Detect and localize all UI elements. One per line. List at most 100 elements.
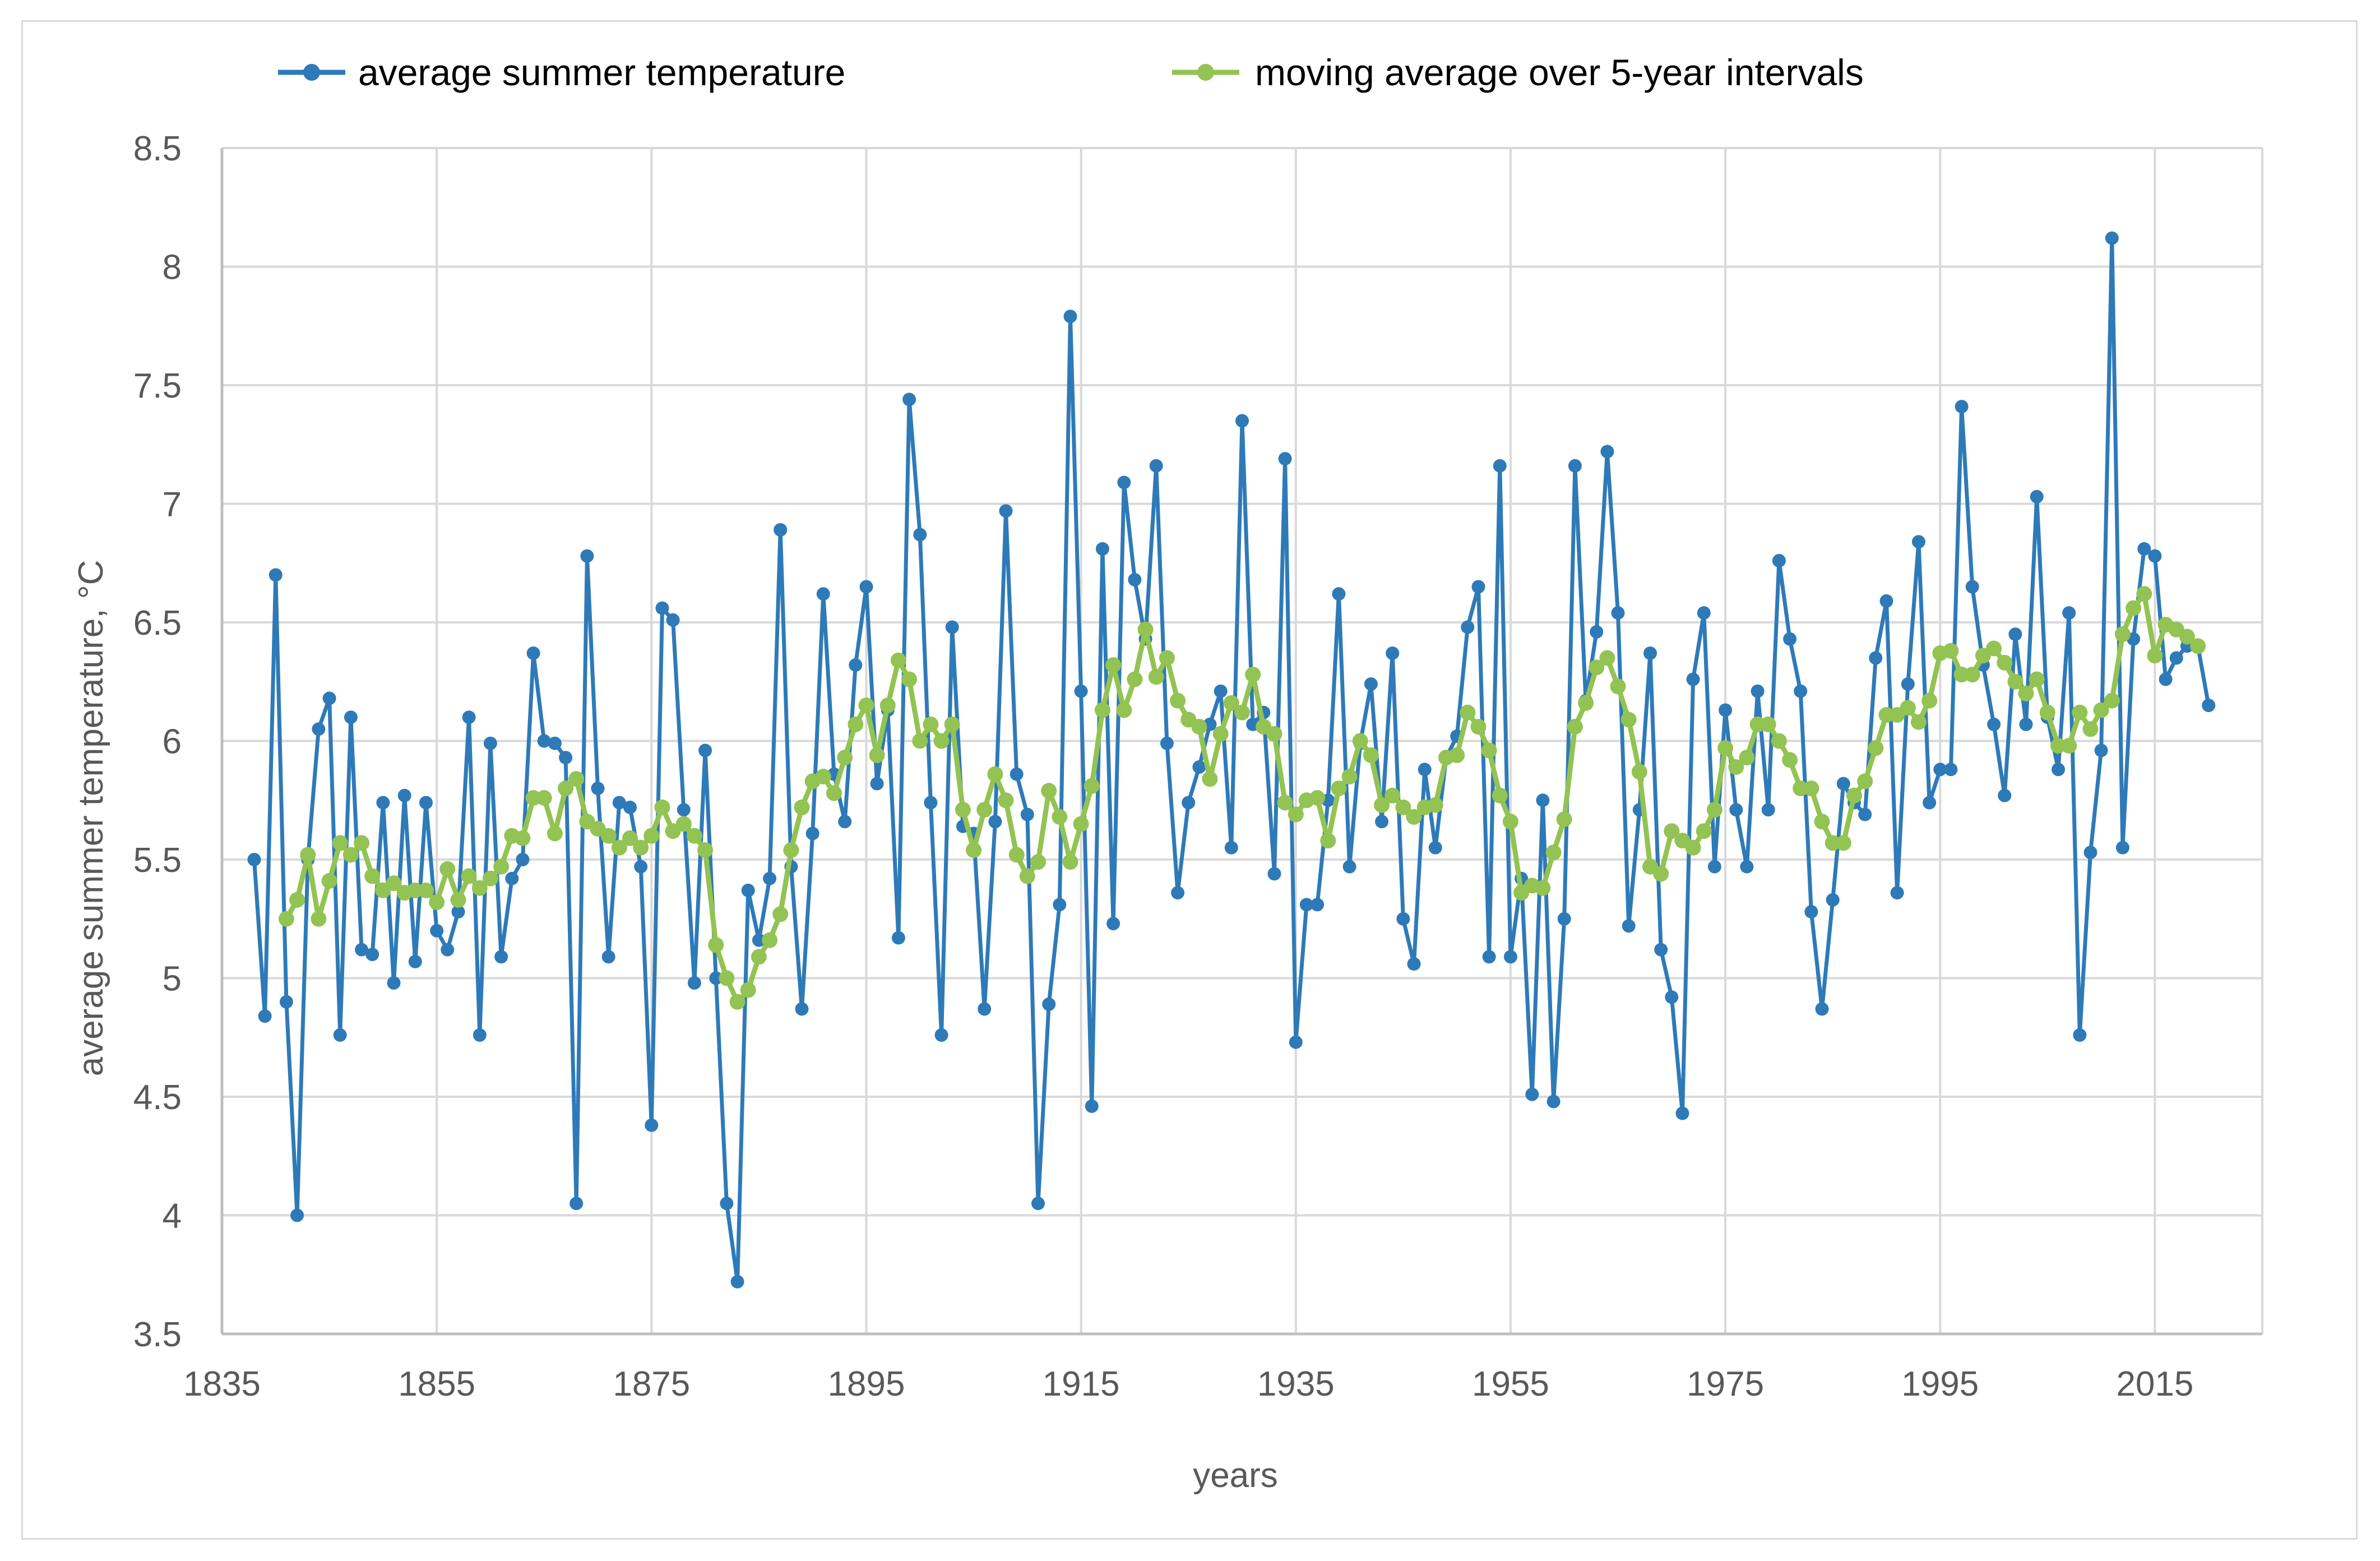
moving-average-data-point xyxy=(1986,640,2002,657)
moving-average-data-point xyxy=(2072,704,2088,721)
temperature-data-point xyxy=(1826,893,1840,907)
moving-average-data-point xyxy=(633,839,649,856)
temperature-data-point xyxy=(2202,699,2216,712)
temperature-data-point xyxy=(1074,684,1088,698)
x-tick-label: 1915 xyxy=(1043,1365,1120,1403)
temperature-data-point xyxy=(1987,717,2001,731)
moving-average-data-point xyxy=(1567,719,1583,735)
x-tick-label: 1975 xyxy=(1687,1365,1764,1403)
temperature-data-point xyxy=(601,950,615,964)
temperature-data-point xyxy=(441,943,455,957)
temperature-data-point xyxy=(720,1197,734,1211)
moving-average-data-point xyxy=(837,750,853,766)
moving-average-data-point xyxy=(1148,669,1164,685)
temperature-data-point xyxy=(1933,763,1947,777)
temperature-data-point xyxy=(2159,672,2173,686)
moving-average-data-point xyxy=(1921,692,1938,709)
temperature-data-point xyxy=(2052,763,2065,777)
moving-average-data-point xyxy=(858,698,874,713)
temperature-data-point xyxy=(1085,1099,1099,1113)
temperature-data-point xyxy=(1890,886,1904,900)
temperature-data-point xyxy=(1761,803,1775,817)
temperature-data-point xyxy=(1386,646,1400,660)
moving-average-data-point xyxy=(848,716,864,732)
moving-average-data-point xyxy=(708,937,724,953)
moving-average-data-point xyxy=(1288,806,1304,823)
temperature-data-point xyxy=(1643,646,1657,660)
moving-average-data-point xyxy=(2082,721,2099,737)
temperature-data-point xyxy=(258,1009,272,1023)
temperature-data-point xyxy=(1311,898,1325,912)
moving-average-data-point xyxy=(1427,797,1443,813)
temperature-data-point xyxy=(1794,684,1808,698)
moving-average-data-point xyxy=(2093,702,2109,718)
moving-average-data-point xyxy=(675,816,692,832)
temperature-data-point xyxy=(2169,651,2183,665)
temperature-data-point xyxy=(1149,459,1163,473)
temperature-data-point xyxy=(505,871,519,885)
temperature-data-point xyxy=(580,549,594,563)
temperature-data-point xyxy=(591,782,605,796)
moving-average-data-point xyxy=(2190,638,2206,654)
moving-average-data-point xyxy=(1664,823,1680,839)
temperature-data-point xyxy=(1772,554,1786,567)
moving-average-data-point xyxy=(1943,643,1959,659)
temperature-data-point xyxy=(1095,542,1109,556)
y-tick-label: 7 xyxy=(163,486,182,524)
x-tick-label: 1855 xyxy=(398,1365,475,1403)
moving-average-data-point xyxy=(1234,704,1250,721)
moving-average-data-point xyxy=(289,892,305,908)
moving-average-data-point xyxy=(321,873,337,889)
temperature-data-point xyxy=(774,523,788,537)
moving-average-data-point xyxy=(364,868,381,884)
temperature-data-point xyxy=(279,995,293,1009)
moving-average-data-point xyxy=(1739,750,1755,766)
moving-average-data-point xyxy=(2126,600,2142,616)
temperature-data-point xyxy=(1675,1106,1689,1120)
temperature-data-point xyxy=(1944,763,1958,777)
temperature-data-point xyxy=(1396,912,1410,926)
moving-average-data-point xyxy=(300,847,316,863)
moving-average-data-point xyxy=(354,835,370,851)
moving-average-data-point xyxy=(278,911,294,927)
temperature-data-point xyxy=(312,722,326,736)
temperature-data-point xyxy=(419,796,433,810)
temperature-data-point xyxy=(709,971,723,985)
temperature-data-point xyxy=(1665,990,1679,1004)
moving-average-data-point xyxy=(1341,769,1358,784)
moving-average-data-point xyxy=(1846,787,1862,803)
temperature-data-point xyxy=(1375,815,1389,829)
moving-average-data-point xyxy=(912,733,928,749)
temperature-data-point xyxy=(838,815,852,829)
temperature-data-point xyxy=(805,826,819,840)
temperature-data-point xyxy=(1751,684,1765,698)
moving-average-data-point xyxy=(1620,712,1637,728)
moving-average-data-point xyxy=(1470,719,1487,735)
temperature-data-point xyxy=(634,860,648,874)
moving-average-data-point xyxy=(450,892,466,908)
moving-average-data-point xyxy=(1127,671,1143,687)
temperature-data-point xyxy=(1525,1087,1539,1101)
temperature-data-point xyxy=(333,1028,347,1042)
y-tick-label: 5 xyxy=(163,960,182,999)
temperature-data-point xyxy=(1622,919,1636,933)
moving-average-data-point xyxy=(1320,833,1336,849)
moving-average-data-point xyxy=(751,949,767,965)
moving-average-data-point xyxy=(558,780,574,797)
moving-average-data-point xyxy=(1094,702,1110,718)
temperature-series-line xyxy=(252,236,2211,1284)
temperature-data-point xyxy=(290,1208,304,1222)
temperature-data-point xyxy=(1214,684,1228,698)
moving-average-data-point xyxy=(547,825,563,842)
moving-average-data-point xyxy=(2147,648,2163,664)
moving-average-data-point xyxy=(2050,738,2066,754)
temperature-data-point xyxy=(1235,414,1249,428)
temperature-data-point xyxy=(1407,957,1421,971)
temperature-data-point xyxy=(1955,400,1969,414)
temperature-data-point xyxy=(988,815,1002,829)
temperature-data-point xyxy=(1998,788,2012,802)
temperature-data-point xyxy=(365,948,379,962)
moving-average-data-point xyxy=(955,802,971,818)
moving-average-data-point xyxy=(815,769,831,784)
moving-average-data-point xyxy=(418,883,434,898)
